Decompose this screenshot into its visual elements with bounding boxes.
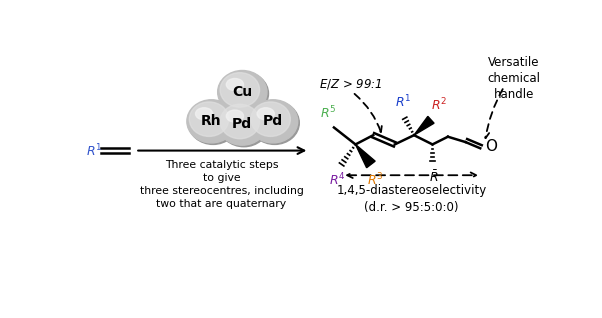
Polygon shape xyxy=(356,144,375,168)
Ellipse shape xyxy=(226,110,244,122)
Ellipse shape xyxy=(188,101,238,144)
Ellipse shape xyxy=(250,101,299,144)
Ellipse shape xyxy=(189,102,229,136)
Text: $\mathit{R}^3$: $\mathit{R}^3$ xyxy=(367,172,383,189)
Text: Cu: Cu xyxy=(232,85,252,99)
Text: Pd: Pd xyxy=(232,117,252,131)
Text: O: O xyxy=(486,139,498,154)
Text: $\mathit{R}^1$: $\mathit{R}^1$ xyxy=(395,94,411,111)
Text: 1,4,5-diastereoselectivity
(d.r. > 95:5:0:0): 1,4,5-diastereoselectivity (d.r. > 95:5:… xyxy=(337,184,487,214)
Polygon shape xyxy=(414,116,434,135)
Ellipse shape xyxy=(219,72,268,115)
Ellipse shape xyxy=(187,100,236,143)
Ellipse shape xyxy=(249,100,298,143)
Text: Three catalytic steps
to give
three stereocentres, including
two that are quater: Three catalytic steps to give three ster… xyxy=(140,160,303,210)
Ellipse shape xyxy=(220,73,259,107)
Text: Rh: Rh xyxy=(201,114,222,128)
Ellipse shape xyxy=(251,102,290,136)
Text: $\mathit{R}^5$: $\mathit{R}^5$ xyxy=(320,105,336,121)
Text: Pd: Pd xyxy=(263,114,283,128)
Text: $\mathit{R}^4$: $\mathit{R}^4$ xyxy=(329,172,346,189)
Text: Versatile
chemical
handle: Versatile chemical handle xyxy=(488,56,541,101)
Text: $\mathit{R}^1$: $\mathit{R}^1$ xyxy=(86,142,102,159)
Ellipse shape xyxy=(218,102,267,145)
Text: $\mathit{\bar{R}}$: $\mathit{\bar{R}}$ xyxy=(429,169,439,184)
Ellipse shape xyxy=(220,104,259,139)
Ellipse shape xyxy=(196,108,213,120)
Text: $\mathit{R}^2$: $\mathit{R}^2$ xyxy=(430,97,447,114)
Ellipse shape xyxy=(218,71,267,114)
Ellipse shape xyxy=(219,104,268,147)
Text: $\mathit{E/Z}$ > 99:1: $\mathit{E/Z}$ > 99:1 xyxy=(319,77,383,91)
Ellipse shape xyxy=(226,79,244,91)
Ellipse shape xyxy=(257,108,275,120)
